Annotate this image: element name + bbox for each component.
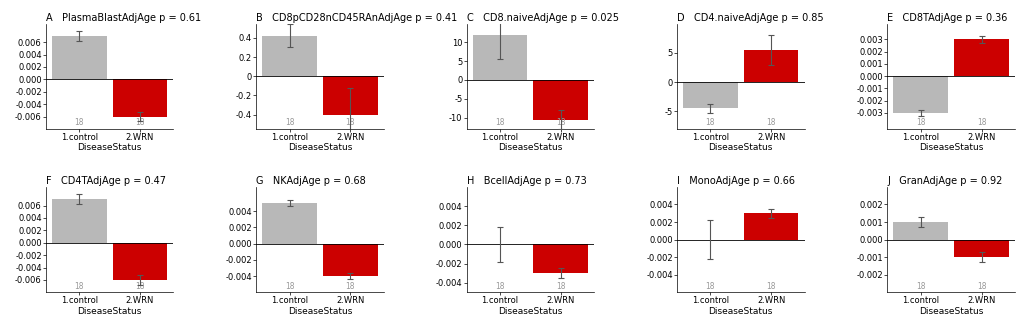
Text: 18: 18 bbox=[74, 282, 84, 291]
Text: 18: 18 bbox=[345, 118, 355, 127]
Text: E   CD8TAdjAge p = 0.36: E CD8TAdjAge p = 0.36 bbox=[887, 13, 1007, 23]
Text: 18: 18 bbox=[765, 282, 775, 291]
Bar bbox=[893, 76, 948, 113]
X-axis label: DiseaseStatus: DiseaseStatus bbox=[497, 307, 562, 316]
Bar bbox=[323, 244, 377, 276]
Text: 18: 18 bbox=[555, 282, 565, 291]
X-axis label: DiseaseStatus: DiseaseStatus bbox=[497, 143, 562, 153]
Text: B   CD8pCD28nCD45RAnAdjAge p = 0.41: B CD8pCD28nCD45RAnAdjAge p = 0.41 bbox=[256, 13, 458, 23]
Bar bbox=[262, 36, 317, 76]
Bar bbox=[262, 203, 317, 244]
Text: I   MonoAdjAge p = 0.66: I MonoAdjAge p = 0.66 bbox=[677, 176, 794, 186]
Bar bbox=[323, 76, 377, 115]
Bar bbox=[743, 213, 798, 240]
Text: 18: 18 bbox=[555, 118, 565, 127]
Text: 18: 18 bbox=[705, 118, 714, 127]
Text: 18: 18 bbox=[136, 282, 145, 291]
Bar bbox=[52, 199, 107, 243]
Bar bbox=[112, 79, 167, 117]
X-axis label: DiseaseStatus: DiseaseStatus bbox=[918, 307, 982, 316]
Bar bbox=[953, 240, 1008, 257]
Text: 18: 18 bbox=[765, 118, 775, 127]
Text: G   NKAdjAge p = 0.68: G NKAdjAge p = 0.68 bbox=[256, 176, 366, 186]
Text: A   PlasmaBlastAdjAge p = 0.61: A PlasmaBlastAdjAge p = 0.61 bbox=[46, 13, 201, 23]
Bar bbox=[683, 82, 737, 109]
Bar bbox=[112, 243, 167, 280]
Bar bbox=[52, 36, 107, 79]
Text: 18: 18 bbox=[976, 118, 985, 127]
Bar bbox=[953, 39, 1008, 76]
Bar bbox=[893, 222, 948, 240]
Bar bbox=[533, 244, 588, 273]
Text: 18: 18 bbox=[74, 118, 84, 127]
Text: 18: 18 bbox=[495, 282, 504, 291]
Bar bbox=[743, 50, 798, 82]
Text: 18: 18 bbox=[345, 282, 355, 291]
Text: 18: 18 bbox=[495, 118, 504, 127]
Text: 18: 18 bbox=[915, 118, 924, 127]
Text: 18: 18 bbox=[705, 282, 714, 291]
Text: 18: 18 bbox=[136, 118, 145, 127]
Text: 18: 18 bbox=[284, 282, 294, 291]
X-axis label: DiseaseStatus: DiseaseStatus bbox=[77, 143, 142, 153]
X-axis label: DiseaseStatus: DiseaseStatus bbox=[287, 143, 352, 153]
Text: H   BcellAdjAge p = 0.73: H BcellAdjAge p = 0.73 bbox=[467, 176, 586, 186]
Bar bbox=[533, 80, 588, 120]
Bar bbox=[472, 35, 527, 80]
Text: D   CD4.naiveAdjAge p = 0.85: D CD4.naiveAdjAge p = 0.85 bbox=[677, 13, 823, 23]
Text: 18: 18 bbox=[976, 282, 985, 291]
Text: 18: 18 bbox=[284, 118, 294, 127]
X-axis label: DiseaseStatus: DiseaseStatus bbox=[77, 307, 142, 316]
X-axis label: DiseaseStatus: DiseaseStatus bbox=[918, 143, 982, 153]
X-axis label: DiseaseStatus: DiseaseStatus bbox=[708, 143, 772, 153]
Text: 18: 18 bbox=[915, 282, 924, 291]
Text: J   GranAdjAge p = 0.92: J GranAdjAge p = 0.92 bbox=[887, 176, 1002, 186]
Text: C   CD8.naiveAdjAge p = 0.025: C CD8.naiveAdjAge p = 0.025 bbox=[467, 13, 619, 23]
X-axis label: DiseaseStatus: DiseaseStatus bbox=[287, 307, 352, 316]
X-axis label: DiseaseStatus: DiseaseStatus bbox=[708, 307, 772, 316]
Text: F   CD4TAdjAge p = 0.47: F CD4TAdjAge p = 0.47 bbox=[46, 176, 166, 186]
